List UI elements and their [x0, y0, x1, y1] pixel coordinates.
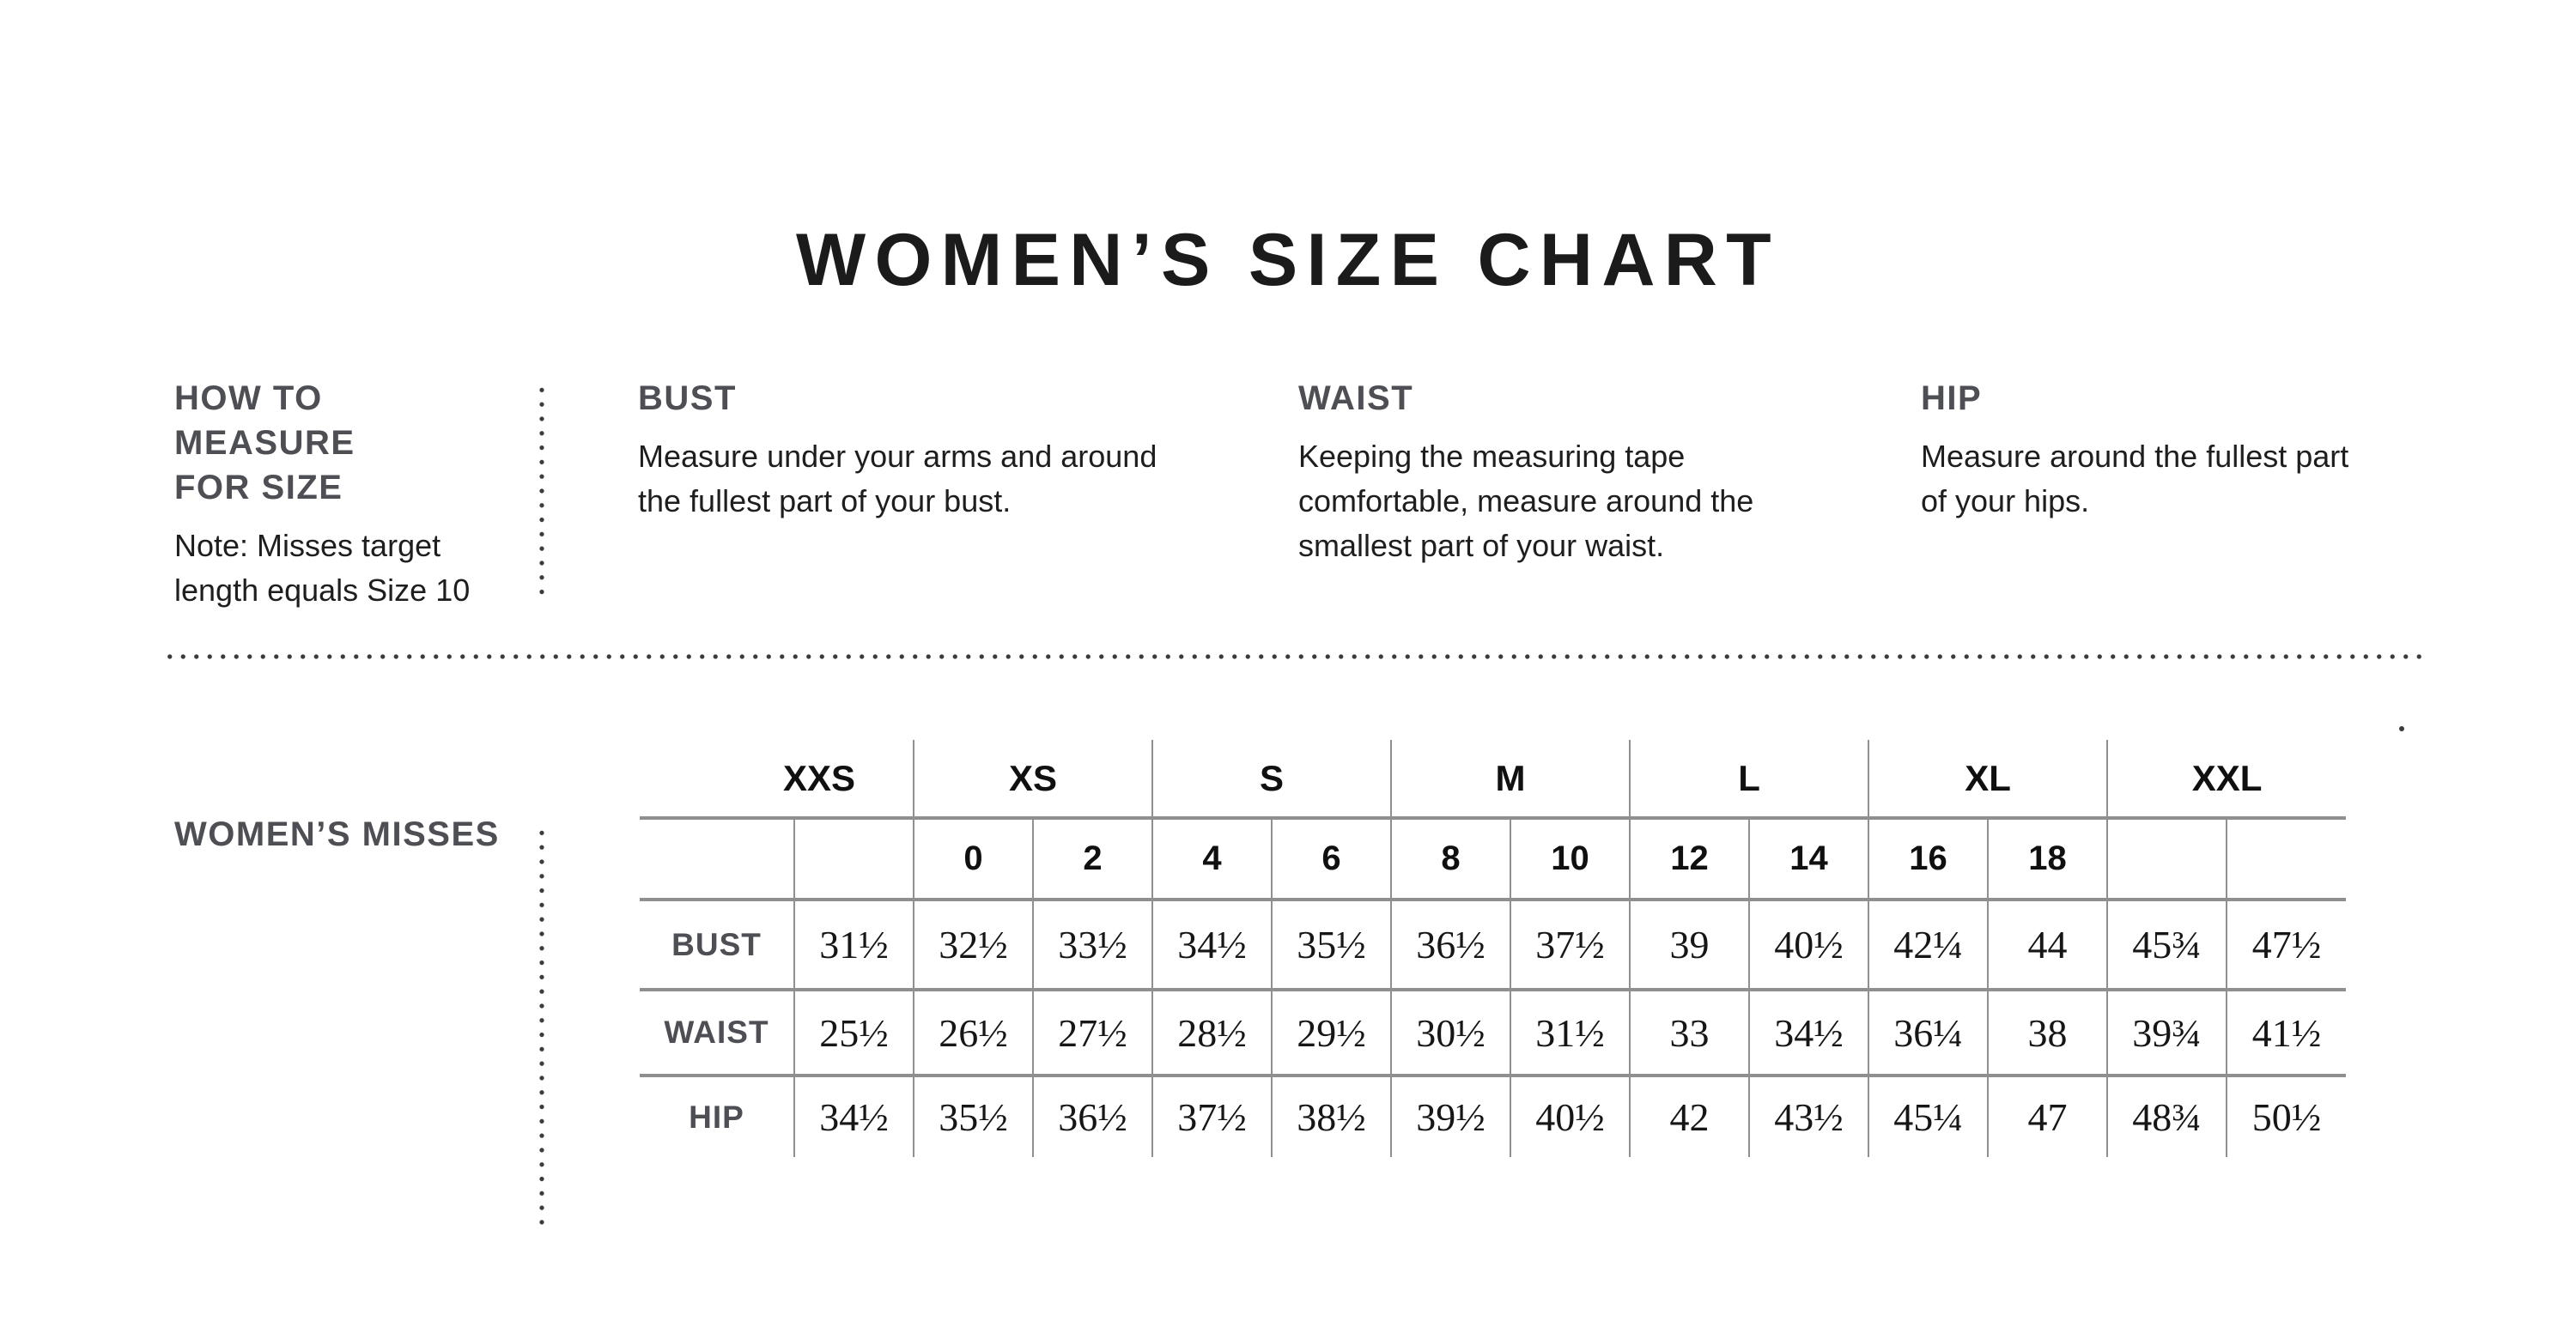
- size-table: XXS XS S M L XL XXL 0 2 4 6 8 10 12 14 16 18 BUST 31½ 32½ 33…: [640, 740, 2347, 1157]
- numeric-size-cell: [2226, 818, 2347, 901]
- measurement-value-cell: 34½: [1151, 900, 1273, 991]
- measurement-value-cell: 43½: [1748, 1076, 1869, 1157]
- waist-instruction-text: Keeping the measuring tape comfortable, …: [1298, 439, 1754, 563]
- measurement-value-cell: 38½: [1271, 1076, 1392, 1157]
- measurement-row: WAIST 25½ 26½ 27½ 28½ 29½ 30½ 31½ 33 34½ 36¼ 38 39¾ 4…: [640, 990, 2347, 1077]
- size-group-header: S: [1152, 740, 1393, 820]
- vertical-dotted-divider-bottom: [539, 826, 544, 1227]
- hip-heading: HIP: [1921, 379, 1983, 417]
- measurement-value-cell: 40½: [1748, 900, 1869, 991]
- measurement-value-cell: 39½: [1390, 1076, 1511, 1157]
- size-group-header: XS: [914, 740, 1154, 820]
- measurement-value-cell: 50½: [2226, 1076, 2347, 1157]
- measurement-value-cell: 34½: [793, 1076, 914, 1157]
- measurement-value-cell: 45¾: [2106, 900, 2227, 991]
- size-table-body: XXS XS S M L XL XXL 0 2 4 6 8 10 12 14 16 18 BUST 31½ 32½ 33…: [640, 740, 2347, 1157]
- size-group-header: M: [1391, 740, 1631, 820]
- bust-heading: BUST: [638, 379, 737, 417]
- hip-instruction-text: Measure around the fullest part of your …: [1921, 439, 2349, 518]
- measurement-value-cell: 47½: [2226, 900, 2347, 991]
- waist-instruction-column: WAIST Keeping the measuring tape comfort…: [1298, 376, 1831, 568]
- measurement-row: BUST 31½ 32½ 33½ 34½ 35½ 36½ 37½ 39 40½ 42¼ 44 45¾ 47…: [640, 900, 2347, 991]
- size-group-header: XL: [1868, 740, 2109, 820]
- numeric-size-cell: [2106, 818, 2227, 901]
- numeric-size-cell: 18: [1987, 818, 2108, 901]
- bust-instruction-column: BUST Measure under your arms and around …: [638, 376, 1188, 524]
- numeric-size-row-label-cell: [640, 818, 794, 901]
- measurement-value-cell: 35½: [913, 1076, 1034, 1157]
- measurement-value-cell: 33½: [1032, 900, 1153, 991]
- measurement-value-cell: 25½: [793, 990, 914, 1077]
- womens-misses-label: WOMEN’S MISSES: [174, 815, 500, 853]
- measurement-row: HIP 34½ 35½ 36½ 37½ 38½ 39½ 40½ 42 43½ 45¼ 47 48¾ 50½: [640, 1076, 2347, 1157]
- numeric-size-cell: 0: [913, 818, 1034, 901]
- numeric-size-cell: 16: [1868, 818, 1989, 901]
- measurement-value-cell: 30½: [1390, 990, 1511, 1077]
- waist-heading: WAIST: [1298, 379, 1414, 417]
- measurement-value-cell: 38: [1987, 990, 2108, 1077]
- size-group-header: XXL: [2107, 740, 2347, 820]
- numeric-size-cell: 10: [1510, 818, 1631, 901]
- measurement-value-cell: 31½: [793, 900, 914, 991]
- size-group-row: XXS XS S M L XL XXL: [640, 740, 2347, 820]
- measurement-value-cell: 37½: [1510, 900, 1631, 991]
- measurement-value-cell: 29½: [1271, 990, 1392, 1077]
- stray-dot: [2399, 726, 2404, 731]
- page-title: WOMEN’S SIZE CHART: [795, 218, 1781, 301]
- size-group-header: XXS: [640, 740, 915, 820]
- measurement-value-cell: 33: [1629, 990, 1750, 1077]
- measurement-value-cell: 40½: [1510, 1076, 1631, 1157]
- how-to-measure-heading: HOW TO MEASURE FOR SIZE: [174, 379, 355, 506]
- measurement-value-cell: 36¼: [1868, 990, 1989, 1077]
- how-to-measure-column: HOW TO MEASURE FOR SIZE Note: Misses tar…: [174, 376, 501, 613]
- vertical-dotted-divider-top: [539, 383, 544, 603]
- measurement-value-cell: 26½: [913, 990, 1034, 1077]
- measurement-value-cell: 27½: [1032, 990, 1153, 1077]
- measurement-value-cell: 45¼: [1868, 1076, 1989, 1157]
- measurement-value-cell: 34½: [1748, 990, 1869, 1077]
- measurement-row-label: WAIST: [640, 990, 794, 1077]
- measurement-value-cell: 31½: [1510, 990, 1631, 1077]
- measurement-value-cell: 42¼: [1868, 900, 1989, 991]
- measurement-value-cell: 48¾: [2106, 1076, 2227, 1157]
- numeric-size-cell: 4: [1151, 818, 1273, 901]
- numeric-size-cell: 6: [1271, 818, 1392, 901]
- measurement-value-cell: 35½: [1271, 900, 1392, 991]
- measurement-value-cell: 28½: [1151, 990, 1273, 1077]
- numeric-size-cell: 14: [1748, 818, 1869, 901]
- numeric-size-cell: 12: [1629, 818, 1750, 901]
- numeric-size-cell: 2: [1032, 818, 1153, 901]
- measurement-value-cell: 36½: [1032, 1076, 1153, 1157]
- measurement-value-cell: 47: [1987, 1076, 2108, 1157]
- bust-instruction-text: Measure under your arms and around the f…: [638, 439, 1157, 518]
- measurement-value-cell: 44: [1987, 900, 2108, 991]
- size-group-header: L: [1630, 740, 1870, 820]
- measurement-value-cell: 36½: [1390, 900, 1511, 991]
- measurement-value-cell: 42: [1629, 1076, 1750, 1157]
- measurement-row-label: BUST: [640, 900, 794, 991]
- numeric-size-cell: [793, 818, 914, 901]
- numeric-size-cell: 8: [1390, 818, 1511, 901]
- measurement-value-cell: 41½: [2226, 990, 2347, 1077]
- hip-instruction-column: HIP Measure around the fullest part of y…: [1921, 376, 2402, 524]
- measurement-value-cell: 39: [1629, 900, 1750, 991]
- measurement-row-label: HIP: [689, 1099, 744, 1135]
- numeric-size-row: 0 2 4 6 8 10 12 14 16 18: [640, 818, 2347, 901]
- horizontal-dotted-divider: [163, 654, 2430, 659]
- measurement-value-cell: 37½: [1151, 1076, 1273, 1157]
- measurement-value-cell: 32½: [913, 900, 1034, 991]
- misses-target-note: Note: Misses target length equals Size 1…: [174, 528, 471, 608]
- measurement-value-cell: 39¾: [2106, 990, 2227, 1077]
